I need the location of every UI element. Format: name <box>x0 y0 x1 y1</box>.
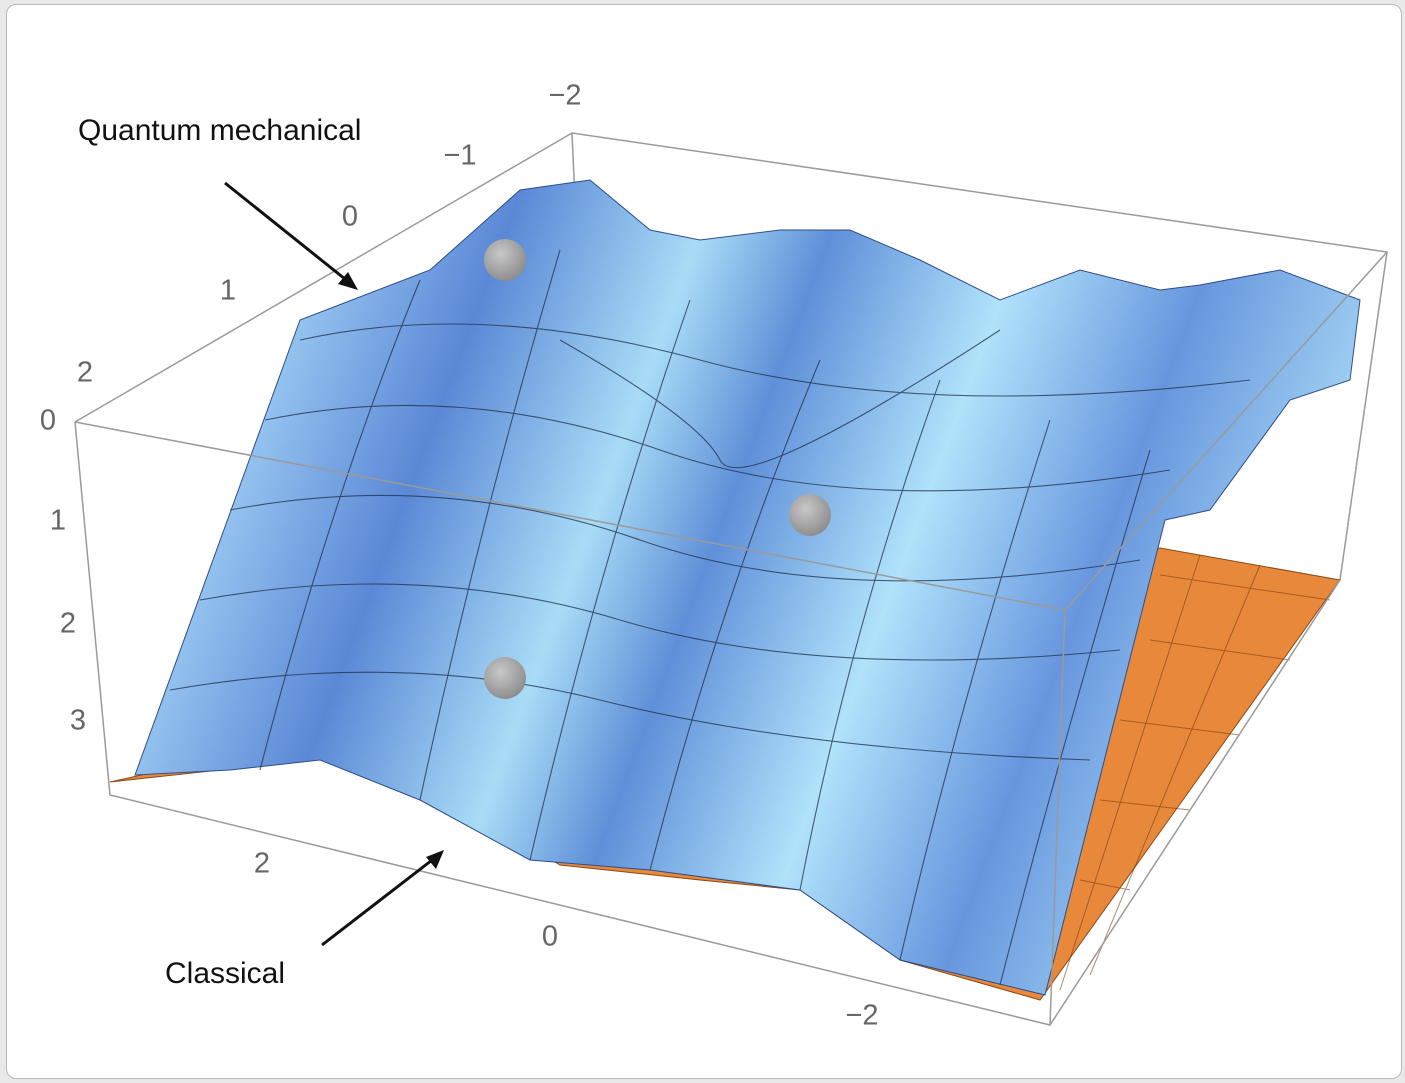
annotation: Classical <box>165 957 285 990</box>
tick-label: 1 <box>220 275 236 307</box>
tick-label: 0 <box>40 405 56 437</box>
plot: Quantum mechanical Classical 0 1 2 3 −2 −1 0 1 2… <box>0 0 1405 1083</box>
annotation: Quantum mechanical <box>78 114 361 147</box>
tick-label: 2 <box>60 608 76 640</box>
tick-label: 0 <box>542 921 558 953</box>
tick-label: −2 <box>845 1000 878 1032</box>
tick-label: 3 <box>70 705 86 737</box>
tick-label: 0 <box>342 201 358 233</box>
tick-label: −1 <box>443 140 476 172</box>
tick-label: 2 <box>254 848 270 880</box>
tick-label: 1 <box>50 505 66 537</box>
tick-label: −2 <box>548 80 581 112</box>
tick-label: 2 <box>77 357 93 389</box>
